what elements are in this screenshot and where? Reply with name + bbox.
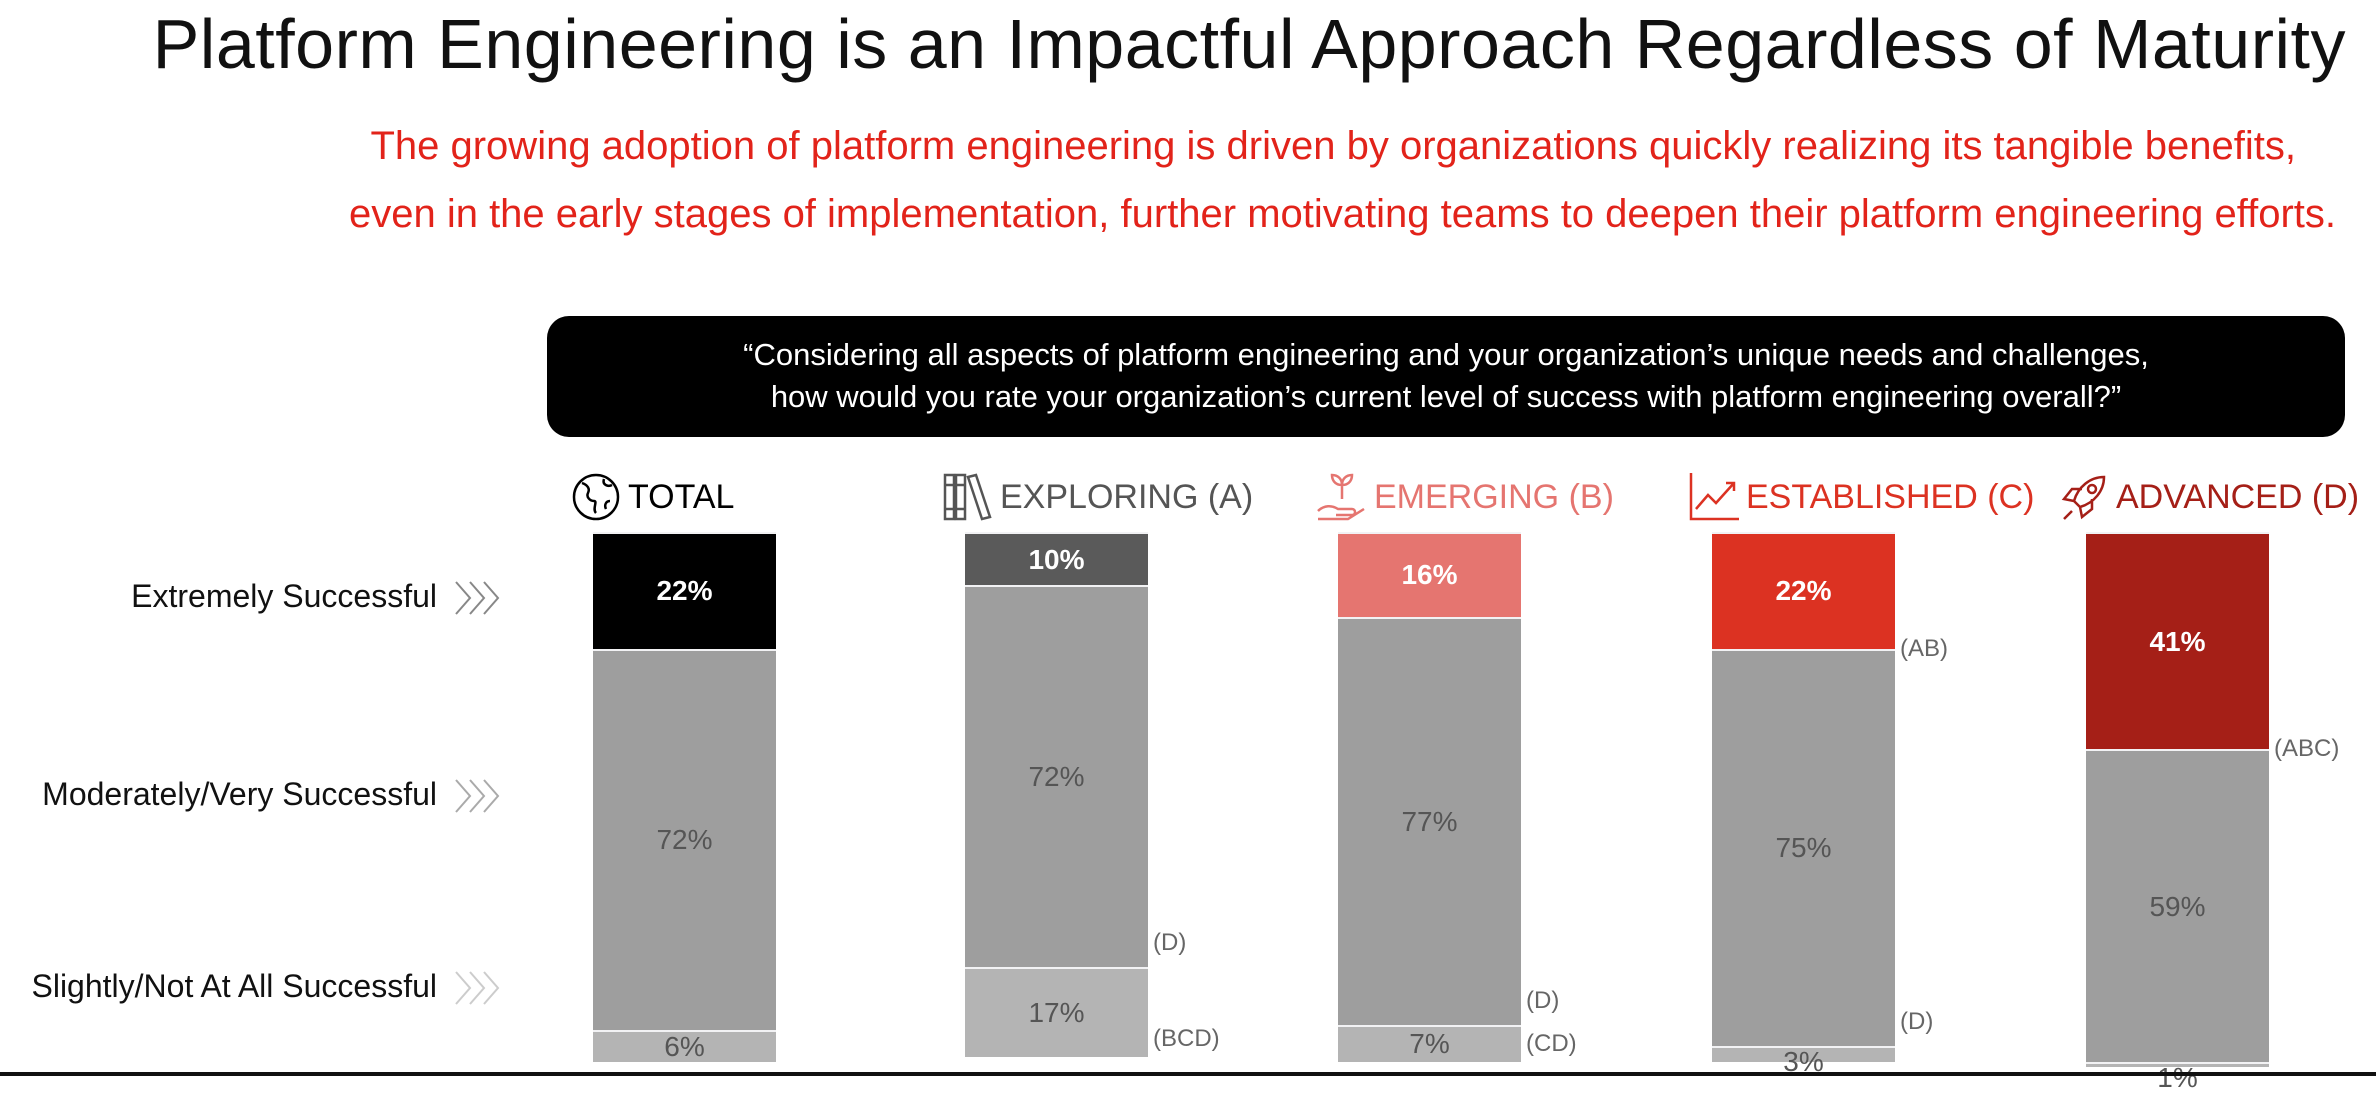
data-label: 41% [2149, 625, 2206, 657]
data-label: 10% [1028, 543, 1085, 575]
question-line-1: “Considering all aspects of platform eng… [743, 337, 2149, 372]
header-emerging: EMERGING (B) [1316, 470, 1614, 524]
header-label: TOTAL [628, 477, 735, 516]
row-label-extremely: Extremely Successful [131, 578, 437, 614]
books-icon [943, 473, 992, 521]
baseline-divider [0, 1072, 2376, 1076]
header-exploring: EXPLORING (A) [942, 470, 1253, 524]
bar-segment: 72% [593, 648, 776, 1031]
data-label: 22% [656, 575, 713, 607]
chevrons-icon [455, 971, 500, 1005]
chevrons-icon [455, 581, 500, 615]
significance-label: (D) [1900, 1008, 1934, 1036]
bar-segment: 6% [593, 1030, 776, 1062]
header-label: EXPLORING (A) [1000, 477, 1254, 516]
chevrons-icon [455, 779, 500, 813]
row-label-slightly: Slightly/Not At All Successful [31, 968, 437, 1004]
bar-3: 22% 75% 3% [1712, 532, 1895, 1077]
significance-label: (D) [1526, 986, 1560, 1014]
bar-segment: 77% [1338, 616, 1521, 1025]
data-label: 77% [1401, 805, 1458, 837]
survey-question-box: “Considering all aspects of platform eng… [547, 316, 2345, 437]
significance-label: (ABC) [2274, 735, 2340, 763]
subtitle-line-2: even in the early stages of implementati… [348, 192, 2336, 236]
data-label: 72% [656, 824, 713, 856]
bar-segment: 7% [1338, 1024, 1521, 1062]
bar-segment: 22% [1712, 532, 1895, 649]
bar-4: 41% 59% 1% [2086, 532, 2269, 1093]
data-label: 16% [1401, 559, 1458, 591]
bar-segment: 3% [1712, 1046, 1895, 1077]
bar-segment: 10% [965, 532, 1148, 585]
data-label: 3% [1783, 1046, 1824, 1078]
bar-1: 10% 72% 17% [965, 532, 1148, 1062]
bar-segment: 41% [2086, 532, 2269, 750]
significance-label: (BCD) [1153, 1024, 1220, 1052]
bar-0: 22% 72% 6% [593, 532, 776, 1062]
bar-2: 16% 77% 7% [1338, 532, 1521, 1062]
bar-segment: 17% [965, 966, 1148, 1057]
data-label: 6% [664, 1031, 705, 1063]
significance-label: (CD) [1526, 1030, 1577, 1057]
bar-segment: 72% [965, 585, 1148, 967]
globe-icon [572, 473, 620, 521]
bar-segment: 1% [2086, 1062, 2269, 1093]
header-advanced: ADVANCED (D) [2058, 470, 2359, 524]
significance-label: (D) [1153, 928, 1187, 956]
data-label: 75% [1775, 832, 1832, 864]
data-label: 72% [1028, 760, 1085, 792]
header-label: EMERGING (B) [1374, 477, 1614, 516]
bar-segment: 75% [1712, 648, 1895, 1047]
sprout-hand-icon [1317, 473, 1365, 521]
row-label-moderately: Moderately/Very Successful [42, 776, 437, 812]
data-label: 22% [1775, 575, 1832, 607]
bar-segment: 59% [2086, 749, 2269, 1062]
header-label: ESTABLISHED (C) [1746, 477, 2035, 516]
page-title: Platform Engineering is an Impactful App… [152, 5, 2346, 83]
rocket-icon [2061, 475, 2106, 520]
data-label: 7% [1409, 1028, 1450, 1060]
header-total: TOTAL [570, 470, 734, 524]
subtitle-line-1: The growing adoption of platform enginee… [370, 124, 2296, 168]
bar-segment: 22% [593, 532, 776, 649]
bar-segment: 16% [1338, 532, 1521, 617]
question-line-2: how would you rate your organization’s c… [770, 379, 2122, 414]
header-established: ESTABLISHED (C) [1688, 470, 2034, 524]
data-label: 17% [1028, 996, 1085, 1028]
significance-label: (AB) [1900, 634, 1948, 662]
header-label: ADVANCED (D) [2116, 477, 2360, 516]
data-label: 1% [2157, 1062, 2198, 1093]
trend-chart-icon [1689, 473, 1739, 521]
data-label: 59% [2149, 890, 2206, 922]
